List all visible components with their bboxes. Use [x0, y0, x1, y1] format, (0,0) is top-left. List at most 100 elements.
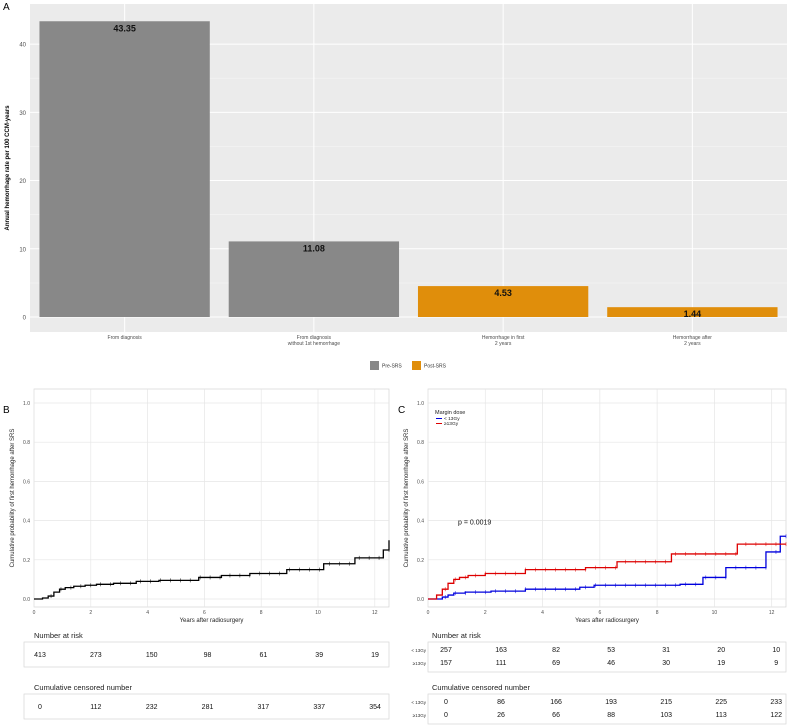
table-cell: 281 [202, 704, 214, 711]
y-axis-label: Cumulative probability of first hemorrha… [10, 429, 16, 568]
bar-value-label: 4.53 [494, 288, 512, 298]
bar [228, 241, 400, 317]
risk-table-box [427, 641, 787, 673]
table-cell: 257 [440, 647, 452, 654]
km-chart-panel-b: 0.0 0.2 0.4 0.6 0.8 1.0 0 2 4 6 8 10 12 Years after r… [10, 388, 390, 624]
x-tick-label: 2 years [495, 341, 512, 347]
table-cell: 53 [607, 647, 615, 654]
p-value-annotation: p = 0.0019 [458, 520, 491, 527]
table-cell: 46 [607, 660, 615, 667]
risk-table-box [23, 641, 390, 668]
y-tick-label: 20 [19, 179, 26, 185]
x-tick-label: 4 [541, 610, 544, 616]
table-cell: 69 [552, 660, 560, 667]
x-tick-label: 10 [712, 610, 718, 616]
y-tick-label: 0.8 [23, 440, 30, 446]
y-tick-label: 0.2 [23, 558, 30, 564]
x-axis-label: Years after radiosurgery [575, 618, 639, 624]
x-tick-label: 0 [33, 610, 36, 616]
km-curve-high-dose [428, 543, 786, 600]
table-cell: 0 [38, 704, 42, 711]
table-cell: 273 [90, 652, 102, 659]
table-cell: 9 [774, 660, 778, 667]
censored-table-box [427, 693, 787, 725]
x-tick-label: From diagnosis [297, 335, 332, 341]
x-tick-label: 8 [656, 610, 659, 616]
table-cell: 166 [550, 699, 562, 706]
censored-table-title: Cumulative censored number [34, 683, 132, 692]
table-cell: 193 [605, 699, 617, 706]
table-cell: 30 [662, 660, 670, 667]
legend-label: ≥13Gy [444, 421, 459, 427]
x-tick-label: From diagnosis [108, 335, 143, 341]
table-cell: 82 [552, 647, 560, 654]
legend-label: < 13Gy [444, 416, 460, 422]
table-cell: 113 [716, 712, 727, 719]
bar-value-label: 1.44 [684, 309, 702, 319]
risk-table-title: Number at risk [34, 631, 83, 640]
y-tick-label: 10 [19, 247, 26, 253]
km-chart-panel-c: 0.0 0.2 0.4 0.6 0.8 1.0 0 2 4 6 8 10 12 Years after r… [404, 388, 787, 624]
x-tick-label: 2 [89, 610, 92, 616]
table-cell: 19 [717, 660, 725, 667]
table-cell: 150 [146, 652, 158, 659]
y-tick-label: 30 [19, 111, 26, 117]
bar-value-label: 43.35 [113, 23, 136, 33]
y-tick-label: 0.4 [417, 519, 424, 525]
table-row-label: < 13Gy [411, 700, 426, 705]
table-cell: 122 [770, 712, 782, 719]
y-tick-label: 0.6 [417, 479, 424, 485]
bar-value-label: 11.08 [303, 243, 325, 253]
table-row-label: ≥13Gy [413, 661, 427, 666]
legend-label: Pre-SRS [382, 364, 402, 370]
legend-swatch [412, 361, 421, 370]
x-tick-label: 12 [769, 610, 775, 616]
table-cell: 103 [660, 712, 672, 719]
risk-table-title: Number at risk [432, 631, 481, 640]
table-cell: 337 [313, 704, 325, 711]
bar [39, 21, 210, 318]
bar [417, 286, 589, 317]
x-tick-label: 2 years [684, 341, 701, 347]
table-cell: 20 [717, 647, 725, 654]
legend-label: Post-SRS [424, 364, 447, 370]
plot-panel [33, 388, 390, 608]
y-axis-label: Cumulative probability of first hemorrha… [404, 429, 410, 568]
table-cell: 0 [444, 712, 448, 719]
y-tick-label: 0.6 [23, 479, 30, 485]
y-tick-label: 1.0 [23, 401, 30, 407]
x-tick-label: 12 [372, 610, 378, 616]
table-row-label: ≥13Gy [413, 713, 427, 718]
y-tick-label: 0.0 [417, 597, 424, 603]
panel-label-b: B [3, 405, 10, 416]
table-cell: 31 [662, 647, 670, 654]
table-cell: 225 [715, 699, 727, 706]
y-tick-label: 0.8 [417, 440, 424, 446]
table-cell: 233 [770, 699, 782, 706]
bar [607, 307, 778, 317]
table-cell: 413 [34, 652, 46, 659]
x-tick-label: Hemorrhage after [673, 335, 713, 341]
x-tick-label: 8 [260, 610, 263, 616]
bar-chart-panel-a: 0 10 20 30 40 43.35 From diagnosis 11.08 From di… [5, 4, 787, 370]
table-cell: 86 [497, 699, 505, 706]
table-cell: 98 [204, 652, 212, 659]
x-tick-label: 10 [315, 610, 321, 616]
x-tick-label: Hemorrhage in first [482, 335, 525, 341]
table-cell: 163 [495, 647, 507, 654]
table-row-label: < 13Gy [411, 648, 426, 653]
panel-label-a: A [3, 2, 10, 13]
x-tick-label: 4 [146, 610, 149, 616]
table-cell: 10 [772, 647, 780, 654]
censored-table-box [23, 693, 390, 720]
km-curve [34, 540, 390, 600]
y-tick-label: 0 [23, 316, 27, 322]
table-cell: 354 [369, 704, 381, 711]
y-axis-label: Annual hemorrhage rate per 100 CCM-years [5, 105, 11, 231]
table-cell: 232 [146, 704, 158, 711]
table-cell: 39 [315, 652, 323, 659]
plot-panel [427, 388, 787, 608]
censored-table-title: Cumulative censored number [432, 683, 530, 692]
table-cell: 66 [552, 712, 560, 719]
